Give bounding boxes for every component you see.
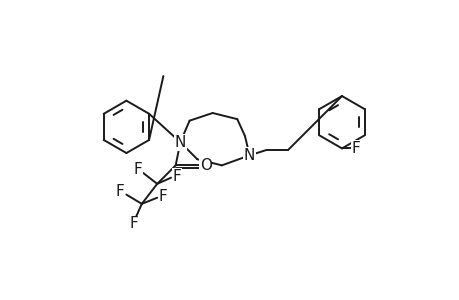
Text: F: F bbox=[116, 184, 124, 199]
Text: F: F bbox=[351, 141, 359, 156]
Text: F: F bbox=[133, 163, 142, 178]
Text: F: F bbox=[159, 189, 168, 204]
Text: F: F bbox=[173, 169, 181, 184]
Text: N: N bbox=[243, 148, 255, 163]
Text: N: N bbox=[174, 135, 185, 150]
Text: O: O bbox=[199, 158, 211, 173]
Text: F: F bbox=[129, 216, 138, 231]
